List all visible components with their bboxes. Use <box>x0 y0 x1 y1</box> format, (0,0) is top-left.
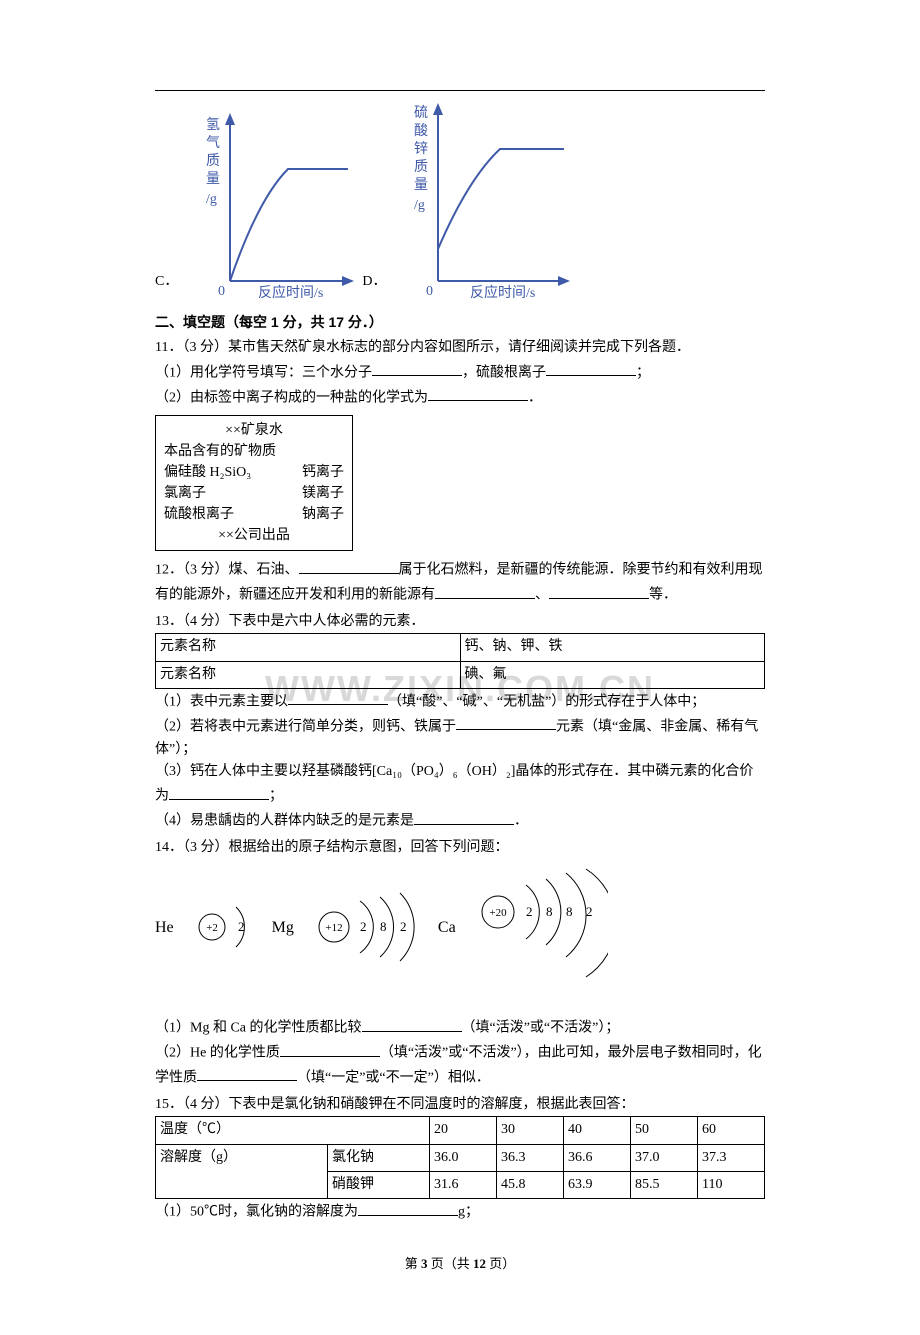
q13-p4: （4）易患龋齿的人群体内缺乏的是元素是． <box>155 808 765 833</box>
svg-text:/g: /g <box>206 192 217 207</box>
q13-p1: （1）表中元素主要以（填“酸”、“碱”、“无机盐”）的形式存在于人体中； <box>155 689 765 714</box>
q15-p1: （1）50℃时，氯化钠的溶解度为g； <box>155 1199 765 1224</box>
q14-stem: 14．（3 分）根据给出的原子结构示意图，回答下列问题： <box>155 837 765 859</box>
question-13: 13．（4 分）下表中是六中人体必需的元素． 元素名称钙、钠、钾、铁 元素名称碘… <box>155 611 765 833</box>
svg-text:/g: /g <box>414 198 425 213</box>
blank <box>280 1040 380 1056</box>
q11-p2: （2）由标签中离子构成的一种盐的化学式为． <box>155 385 765 410</box>
blank <box>288 689 388 705</box>
svg-text:+20: +20 <box>489 907 507 919</box>
svg-text:2: 2 <box>526 904 533 919</box>
mg-label: Mg <box>272 915 294 941</box>
section-2-heading: 二、填空题（每空 1 分，共 17 分．） <box>155 311 765 333</box>
svg-text:量: 量 <box>414 177 428 193</box>
svg-text:2: 2 <box>360 919 367 934</box>
svg-text:质: 质 <box>414 159 428 175</box>
blank <box>372 360 462 376</box>
he-label: He <box>155 915 174 941</box>
q13-stem: 13．（4 分）下表中是六中人体必需的元素． <box>155 611 765 633</box>
atom-diagrams: He +2 2 Mg +12 2 8 2 Ca +20 <box>155 867 765 987</box>
question-11: 11．（3 分）某市售天然矿泉水标志的部分内容如图所示，请仔细阅读并完成下列各题… <box>155 337 765 551</box>
svg-text:反应时间/s: 反应时间/s <box>258 284 323 299</box>
q13-p2: （2）若将表中元素进行简单分类，则钙、铁属于元素（填“金属、非金属、稀有气体”）… <box>155 714 765 761</box>
mg-atom: +12 2 8 2 <box>316 887 416 967</box>
blank <box>456 714 556 730</box>
svg-text:2: 2 <box>238 919 245 934</box>
page-footer: 第 3 页（共 12 页） <box>155 1254 765 1275</box>
option-c-label: C． <box>155 271 178 293</box>
question-12: 12．（3 分）煤、石油、属于化石燃料，是新疆的传统能源．除要节约和有效利用现有… <box>155 557 765 607</box>
charts-row: C． 氢 气 质 量 /g 0 反应时间/s D． 硫 酸 锌 <box>155 99 765 299</box>
q13-table: 元素名称钙、钠、钾、铁 元素名称碘、氟 <box>155 633 765 689</box>
q14-p1: （1）Mg 和 Ca 的化学性质都比较（填“活泼”或“不活泼”）； <box>155 1015 765 1040</box>
svg-text:反应时间/s: 反应时间/s <box>470 284 535 299</box>
svg-text:+12: +12 <box>325 922 342 934</box>
svg-text:酸: 酸 <box>414 123 428 139</box>
svg-text:8: 8 <box>566 904 573 919</box>
blank <box>358 1199 458 1215</box>
q14-p2: （2）He 的化学性质（填“活泼”或“不活泼”），由此可知，最外层电子数相同时，… <box>155 1040 765 1090</box>
q11-stem: 11．（3 分）某市售天然矿泉水标志的部分内容如图所示，请仔细阅读并完成下列各题… <box>155 337 765 359</box>
ca-atom: +20 2 8 8 2 <box>478 867 608 987</box>
svg-text:2: 2 <box>586 904 593 919</box>
blank <box>546 360 636 376</box>
q13-p3: （3）钙在人体中主要以羟基磷酸钙[Ca₁₀（PO₄）₆（OH）₂]晶体的形式存在… <box>155 761 765 808</box>
he-atom: +2 2 <box>196 897 250 957</box>
blank <box>169 783 269 799</box>
chart-d: 硫 酸 锌 质 量 /g 0 反应时间/s <box>396 99 576 299</box>
q15-table: 温度（℃） 20 30 40 50 60 溶解度（g） 氯化钠 36.0 36.… <box>155 1116 765 1199</box>
blank <box>299 557 399 573</box>
blank <box>435 582 535 598</box>
mineral-water-label: ××矿泉水 本品含有的矿物质 偏硅酸 H₂SiO₃钙离子 氯离子镁离子 硫酸根离… <box>155 415 353 551</box>
svg-text:氢: 氢 <box>206 117 220 133</box>
blank <box>428 385 528 401</box>
svg-text:质: 质 <box>206 153 220 169</box>
svg-text:0: 0 <box>426 284 433 299</box>
svg-text:2: 2 <box>400 919 407 934</box>
blank <box>549 582 649 598</box>
q11-p1: （1）用化学符号填写：三个水分子，硫酸根离子； <box>155 360 765 385</box>
blank <box>414 808 514 824</box>
blank <box>362 1015 462 1031</box>
svg-text:0: 0 <box>218 284 225 299</box>
svg-text:8: 8 <box>546 904 553 919</box>
svg-text:量: 量 <box>206 171 220 187</box>
ca-label: Ca <box>438 915 456 941</box>
top-rule <box>155 90 765 91</box>
question-14: 14．（3 分）根据给出的原子结构示意图，回答下列问题： He +2 2 Mg … <box>155 837 765 1090</box>
chart-c: 氢 气 质 量 /g 0 反应时间/s <box>188 109 358 299</box>
svg-text:硫: 硫 <box>414 105 428 121</box>
svg-text:8: 8 <box>380 919 387 934</box>
svg-text:+2: +2 <box>206 922 218 934</box>
question-15: 15．（4 分）下表中是氯化钠和硝酸钾在不同温度时的溶解度，根据此表回答： 温度… <box>155 1094 765 1224</box>
svg-text:气: 气 <box>206 135 220 151</box>
q15-stem: 15．（4 分）下表中是氯化钠和硝酸钾在不同温度时的溶解度，根据此表回答： <box>155 1094 765 1116</box>
option-d-label: D． <box>362 271 386 293</box>
blank <box>197 1065 297 1081</box>
svg-text:锌: 锌 <box>414 141 428 157</box>
